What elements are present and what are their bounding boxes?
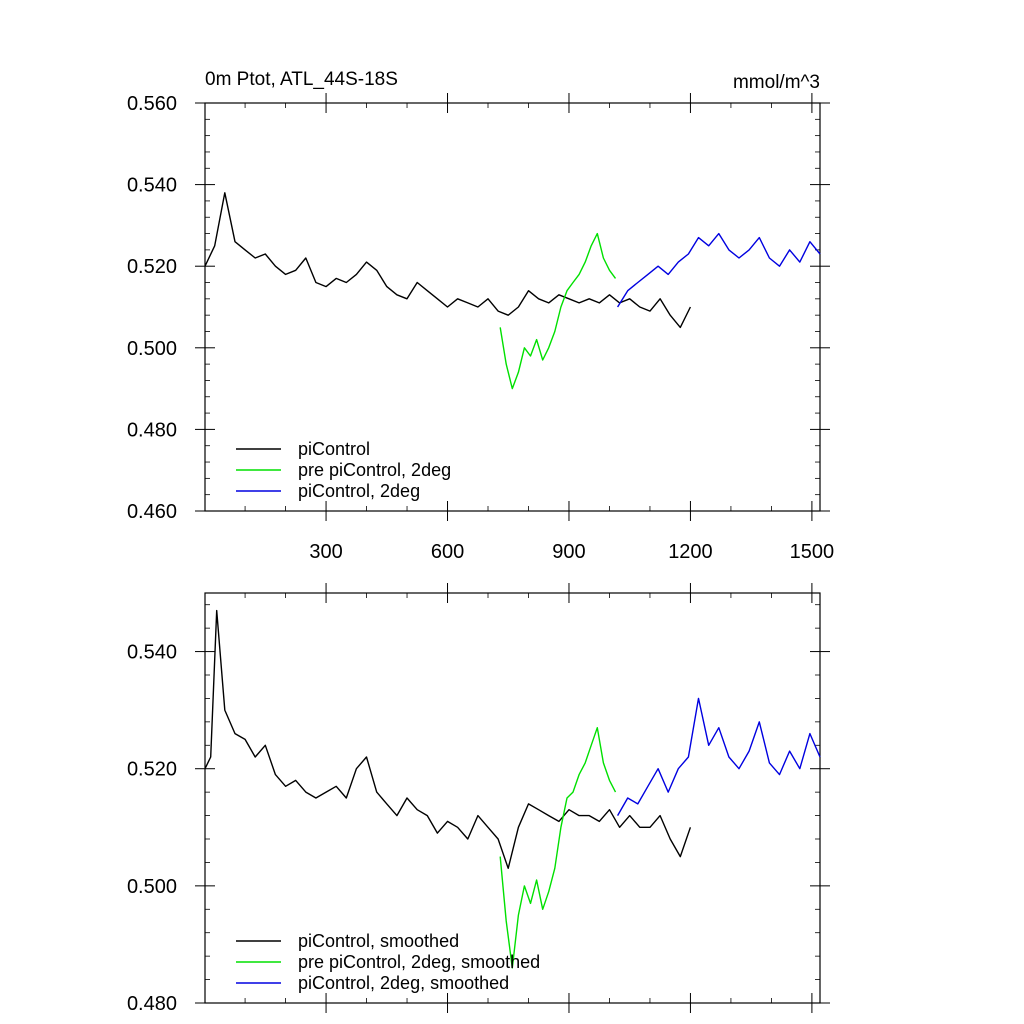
- y-tick-label: 0.500: [127, 876, 177, 898]
- series-line-1: [499, 727, 617, 969]
- x-tick-label: 1200: [668, 541, 713, 563]
- y-tick-label: 0.560: [127, 93, 177, 115]
- x-tick-label: 900: [552, 541, 585, 563]
- chart-title: 0m Ptot, ATL_44S-18S: [205, 69, 398, 90]
- legend-label: piControl, 2deg, smoothed: [298, 973, 509, 993]
- y-tick-label: 0.480: [127, 419, 177, 441]
- x-tick-label: 1500: [790, 541, 835, 563]
- y-tick-label: 0.540: [127, 175, 177, 197]
- legend-label: pre piControl, 2deg: [298, 460, 451, 480]
- series-line-2: [616, 697, 821, 816]
- legend-label: piControl: [298, 439, 370, 459]
- legend-label: pre piControl, 2deg, smoothed: [298, 952, 540, 972]
- series-line-0: [204, 192, 692, 329]
- units-label: mmol/m^3: [733, 72, 820, 93]
- y-tick-label: 0.500: [127, 338, 177, 360]
- y-tick-label: 0.460: [127, 501, 177, 523]
- y-tick-label: 0.480: [127, 993, 177, 1015]
- series-line-1: [499, 232, 617, 390]
- legend-label: piControl, 2deg: [298, 481, 420, 501]
- x-tick-label: 300: [309, 541, 342, 563]
- y-tick-label: 0.540: [127, 642, 177, 664]
- y-tick-label: 0.520: [127, 256, 177, 278]
- top-panel: 300 600 900 1200 1500 0.460 0.480 0.500 0.520 0.5…: [127, 69, 834, 563]
- y-tick-label: 0.520: [127, 759, 177, 781]
- series-line-2: [617, 232, 821, 308]
- plot-frame: [204, 592, 821, 1004]
- plot-frame: [204, 102, 821, 512]
- x-tick-label: 600: [431, 541, 464, 563]
- series-line-0: [204, 609, 692, 869]
- legend-label: piControl, smoothed: [298, 931, 459, 951]
